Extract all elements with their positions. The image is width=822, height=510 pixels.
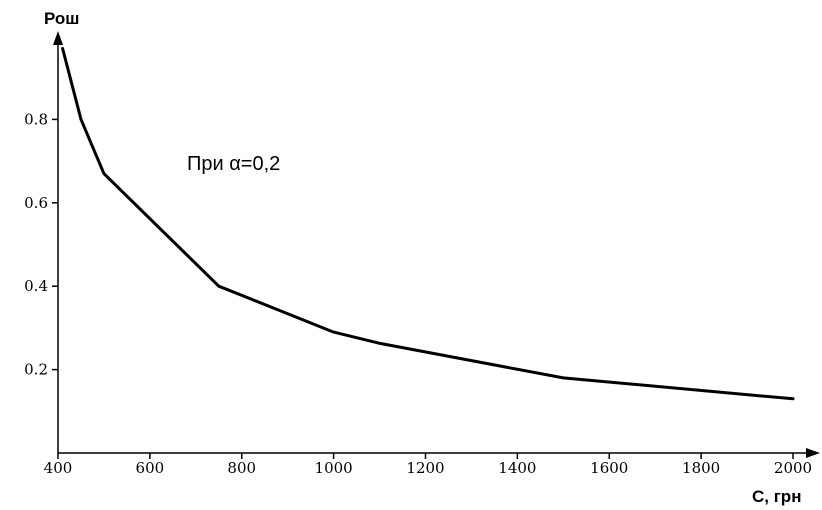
x-tick-label: 2000 <box>774 459 812 477</box>
chart-annotation: При α=0,2 <box>187 153 280 175</box>
x-axis-arrow <box>806 448 820 458</box>
x-axis-title: С, грн <box>752 487 801 506</box>
x-tick-label: 1600 <box>590 459 628 477</box>
y-tick-label: 0.6 <box>24 194 48 212</box>
x-tick-label: 1000 <box>315 459 353 477</box>
x-tick-label: 1200 <box>406 459 444 477</box>
tick-labels: 400 600 800 1000 1200 1400 1600 1800 2000 0.2 0.4 0… <box>24 110 812 477</box>
y-axis-title: Рош <box>44 9 79 28</box>
x-tick-label: 800 <box>227 459 256 477</box>
x-tick-label: 1400 <box>498 459 536 477</box>
series-line <box>61 47 795 401</box>
y-tick-label: 0.8 <box>24 110 48 128</box>
y-tick-label: 0.4 <box>24 277 48 295</box>
tick-marks <box>52 118 794 459</box>
y-tick-label: 0.2 <box>24 361 48 379</box>
y-axis-arrow <box>53 31 63 45</box>
x-tick-label: 1800 <box>682 459 720 477</box>
x-tick-label: 400 <box>44 459 73 477</box>
x-tick-label: 600 <box>136 459 165 477</box>
